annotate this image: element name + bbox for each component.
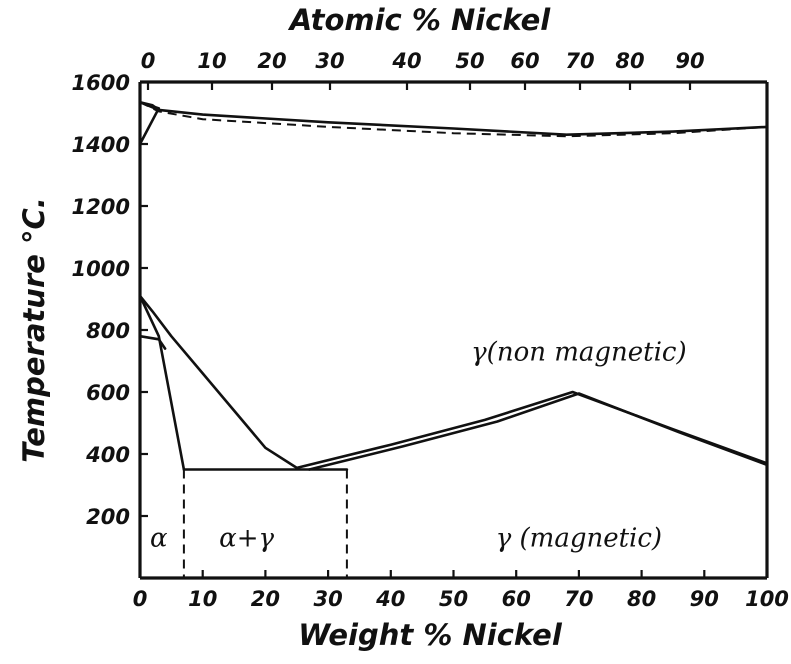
x-tick-label: 100 (745, 587, 789, 611)
x-tick-label: 80 (627, 587, 656, 611)
x-tick-label: 90 (690, 587, 719, 611)
phase-boundary-line (138, 334, 167, 350)
phase-boundary-line (138, 100, 769, 136)
y-axis-title: Temperature °C. (17, 197, 51, 463)
x-top-tick-label: 60 (510, 49, 539, 73)
y-tick-label: 1400 (72, 133, 130, 157)
x-top-tick-label: 90 (675, 49, 704, 73)
y-tick-label: 400 (85, 443, 130, 467)
x-top-axis-title: Atomic % Nickel (288, 3, 552, 37)
x-tick-label: 10 (188, 587, 217, 611)
phase-boundary-line (139, 101, 768, 138)
tick-marks (138, 80, 769, 578)
y-tick-label: 600 (86, 381, 130, 405)
phase-region-labels: α α+γ γ (magnetic) γ(non magnetic) (150, 338, 687, 554)
x-top-tick-label: 70 (565, 49, 594, 73)
phase-boundary-line (308, 392, 769, 471)
y-tick-label: 200 (86, 505, 130, 529)
x-axis-title: Weight % Nickel (298, 618, 563, 652)
region-label: γ(non magnetic) (471, 338, 687, 368)
phase-boundaries (138, 100, 769, 578)
x-top-tick-label: 10 (197, 49, 226, 73)
y-tick-label: 1200 (72, 195, 130, 219)
x-top-tick-label: 0 (141, 49, 156, 73)
x-top-tick-label: 30 (315, 49, 344, 73)
phase-boundary-line (138, 100, 161, 112)
x-top-tick-label: 50 (455, 49, 484, 73)
tick-labels: 0 10 20 30 40 50 60 70 80 90 1000 10 20 30 40 50 60 70 80 9… (72, 49, 789, 611)
region-label: α+γ (219, 524, 274, 554)
x-tick-label: 30 (313, 587, 342, 611)
y-tick-label: 1000 (72, 257, 130, 281)
x-tick-label: 20 (251, 587, 280, 611)
region-label: γ (magnetic) (496, 524, 662, 554)
x-top-tick-label: 80 (615, 49, 644, 73)
y-tick-label: 1600 (72, 71, 130, 95)
phase-boundary-line (138, 294, 186, 471)
x-tick-label: 50 (439, 587, 468, 611)
phase-boundary-line (138, 294, 299, 470)
x-tick-label: 70 (564, 587, 593, 611)
x-top-tick-label: 40 (391, 49, 421, 73)
x-tick-label: 60 (502, 587, 531, 611)
region-label: α (150, 524, 168, 554)
x-tick-label: 40 (375, 587, 405, 611)
plot-frame (138, 80, 769, 580)
x-top-tick-label: 20 (257, 49, 286, 73)
x-tick-label: 0 (133, 587, 148, 611)
y-tick-label: 800 (86, 319, 130, 343)
